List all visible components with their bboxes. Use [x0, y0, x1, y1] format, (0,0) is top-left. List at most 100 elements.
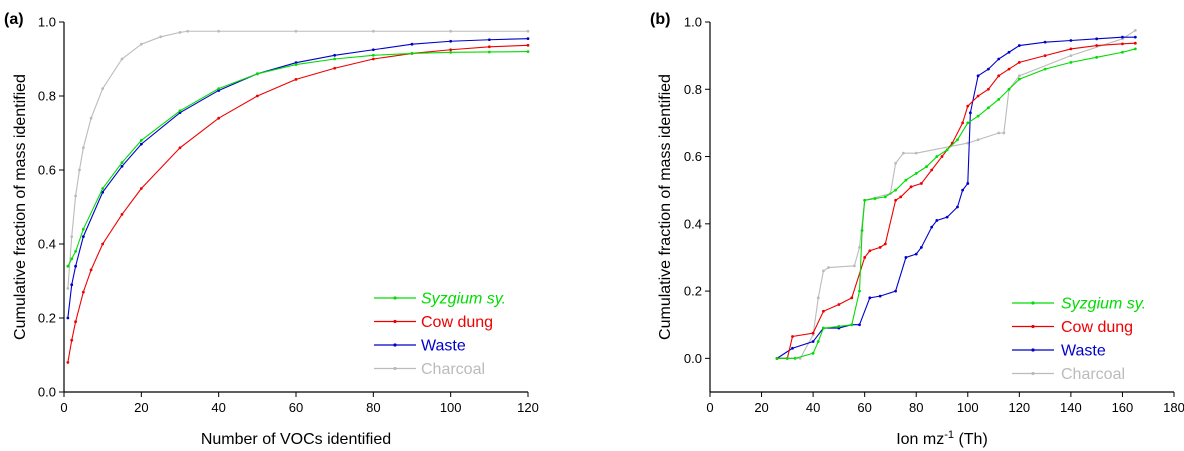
- data-point: [89, 116, 93, 120]
- data-point: [1007, 87, 1011, 91]
- x-tick-label: 140: [1060, 400, 1082, 415]
- data-point: [410, 42, 414, 46]
- data-point: [81, 290, 85, 294]
- legend-marker: [1031, 324, 1035, 329]
- data-point: [74, 194, 77, 198]
- data-point: [333, 66, 337, 70]
- data-point: [1121, 35, 1124, 39]
- data-point: [956, 205, 959, 209]
- data-point: [526, 43, 530, 47]
- data-point: [863, 256, 867, 259]
- data-point: [371, 53, 375, 57]
- y-tick-label: 0.4: [684, 216, 702, 231]
- x-tick-label: 40: [806, 400, 820, 415]
- series-line-waste: [67, 38, 529, 319]
- y-tick-label: 1.0: [684, 15, 702, 30]
- data-point: [925, 165, 928, 169]
- data-point: [449, 29, 453, 33]
- data-point: [120, 213, 124, 216]
- data-point: [101, 242, 105, 246]
- data-point: [858, 245, 861, 249]
- x-tick-label: 40: [211, 400, 225, 415]
- data-point: [70, 338, 74, 342]
- data-point: [868, 296, 872, 300]
- data-point: [793, 356, 797, 360]
- data-point: [914, 252, 918, 256]
- series-cow-dung: [775, 41, 1137, 360]
- data-point: [822, 269, 825, 273]
- data-point: [217, 29, 221, 33]
- data-point: [894, 188, 897, 192]
- y-axis-title: Cumulative fraction of mass identified: [657, 74, 674, 340]
- data-point: [1069, 47, 1073, 51]
- data-point: [1043, 54, 1047, 58]
- data-point: [1043, 67, 1047, 71]
- data-point: [178, 109, 182, 113]
- data-point: [1095, 44, 1099, 47]
- x-tick-label: 20: [134, 400, 148, 415]
- data-point: [811, 340, 815, 343]
- x-tick-label: 100: [440, 400, 462, 415]
- data-point: [976, 114, 980, 118]
- data-point: [294, 77, 298, 81]
- data-point: [66, 287, 70, 290]
- data-point: [1017, 44, 1021, 47]
- data-point: [837, 325, 841, 328]
- y-tick-label: 0.2: [38, 311, 56, 326]
- data-point: [449, 39, 453, 43]
- legend-marker: [393, 366, 397, 371]
- data-point: [997, 131, 1001, 135]
- data-point: [997, 57, 1001, 61]
- data-point: [837, 303, 841, 306]
- legend-label-charcoal: Charcoal: [421, 361, 485, 378]
- data-point: [1043, 40, 1047, 44]
- x-tick-label: 20: [754, 400, 768, 415]
- data-point: [294, 63, 298, 66]
- data-point: [852, 264, 856, 268]
- data-point: [785, 356, 789, 360]
- y-tick-label: 1.0: [38, 15, 56, 30]
- data-point: [449, 50, 453, 54]
- y-tick-label: 0.6: [684, 149, 702, 164]
- data-point: [1121, 42, 1124, 46]
- data-point: [894, 289, 897, 293]
- x-tick-label: 60: [289, 400, 303, 415]
- data-point: [217, 87, 221, 90]
- data-point: [775, 356, 779, 360]
- legend-marker: [1031, 348, 1035, 352]
- data-point: [1007, 50, 1011, 54]
- legend-marker: [1031, 371, 1035, 376]
- data-point: [1017, 77, 1021, 81]
- series-waste: [66, 37, 530, 320]
- data-point: [1133, 41, 1137, 45]
- data-point: [883, 242, 887, 246]
- legend-label-cow-dung: Cow dung: [1061, 319, 1133, 336]
- data-point: [894, 161, 897, 165]
- data-point: [827, 266, 830, 269]
- data-point: [70, 257, 74, 261]
- data-point: [858, 323, 861, 327]
- data-point: [74, 320, 77, 324]
- data-point: [811, 331, 815, 335]
- y-tick-label: 0.6: [38, 163, 56, 178]
- legend: Syzgium sy. Cow dung Waste Charcoal: [1012, 296, 1146, 383]
- data-point: [66, 361, 70, 364]
- data-point: [966, 182, 970, 185]
- data-point: [914, 151, 918, 155]
- legend-marker: [393, 319, 397, 324]
- data-point: [120, 57, 124, 61]
- data-point: [966, 141, 970, 145]
- data-point: [863, 198, 867, 202]
- data-point: [1095, 55, 1099, 59]
- legend-label-syzgium-sy: Syzgium sy.: [1061, 296, 1146, 313]
- data-point: [930, 168, 934, 172]
- x-tick-label: 180: [1163, 400, 1184, 415]
- data-point: [139, 187, 143, 190]
- data-point: [811, 351, 815, 355]
- series-charcoal: [775, 29, 1137, 360]
- data-point: [968, 111, 972, 115]
- data-point: [997, 97, 1001, 101]
- x-axis-title: Ion mz-1 (Th): [896, 429, 988, 448]
- data-point: [1133, 35, 1137, 39]
- data-point: [822, 326, 825, 330]
